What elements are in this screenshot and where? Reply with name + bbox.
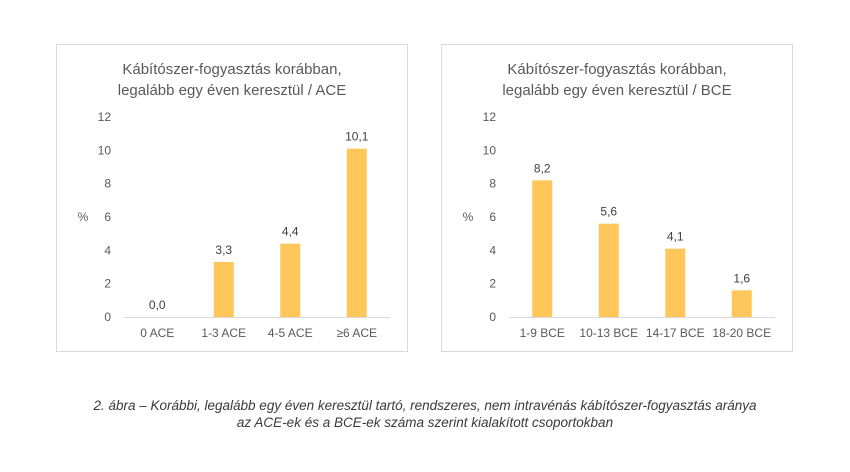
x-tick-label: 10-13 BCE [579,326,638,340]
bar [280,243,301,317]
data-label: 8,2 [534,161,551,175]
x-tick-label: 18-20 BCE [712,326,771,340]
x-tick-label: 14-17 BCE [646,326,705,340]
chart-title-line-2: legalább egy éven keresztül / ACE [117,82,347,99]
caption-line-1: 2. ábra – Korábbi, legalább egy éven ker… [93,398,757,413]
y-tick-label: 4 [489,243,496,257]
y-tick-label: 4 [104,243,111,257]
data-label: 4,4 [282,225,299,239]
chart-panel-bce: Kábítószer-fogyasztás korábban, legalább… [441,44,793,352]
y-tick-label: 6 [104,210,111,224]
bar-chart-ace: 0 2 4 6 8 10 12% 0,0 0 ACE 3,3 1-3 ACE 4,4 4-5 ACE 10… [78,110,390,340]
x-tick-label: ≥6 ACE [336,326,377,340]
bar [346,148,367,317]
y-tick-label: 0 [104,310,111,324]
y-tick-label: 8 [104,177,111,191]
data-label: 3,3 [215,243,232,257]
data-label: 0,0 [149,298,166,312]
x-tick-label: 4-5 ACE [268,326,313,340]
x-tick-label: 1-9 BCE [520,326,565,340]
bar [731,290,752,317]
bar [213,262,234,317]
chart-title: Kábítószer-fogyasztás korábban, legalább… [57,59,407,101]
y-tick-label: 8 [489,177,496,191]
chart-title-line-2: legalább egy éven keresztül / BCE [502,82,732,99]
chart-title-line-1: Kábítószer-fogyasztás korábban, [507,61,727,78]
x-tick-label: 0 ACE [140,326,174,340]
data-label: 5,6 [600,205,617,219]
bar [532,180,553,317]
y-tick-label: 10 [98,143,112,157]
bar [598,223,619,317]
caption-line-2: az ACE-ek és a BCE-ek száma szerint kial… [236,415,614,430]
data-label: 4,1 [667,230,684,244]
y-tick-label: 0 [489,310,496,324]
x-tick-label: 1-3 ACE [201,326,246,340]
data-label: 10,1 [345,130,369,144]
y-tick-label: 6 [489,210,496,224]
bar-chart-bce: 0 2 4 6 8 10 12% 8,2 1-9 BCE 5,6 10-13 BCE 4,1 14-17… [463,110,775,340]
data-label: 1,6 [733,271,750,285]
y-tick-label: 10 [483,143,497,157]
y-tick-label: 12 [483,110,497,124]
chart-panel-ace: Kábítószer-fogyasztás korábban, legalább… [56,44,408,352]
chart-title-line-1: Kábítószer-fogyasztás korábban, [122,61,342,78]
chart-title: Kábítószer-fogyasztás korábban, legalább… [442,59,792,101]
y-axis-label: % [78,210,89,224]
y-tick-label: 2 [104,277,111,291]
y-axis-label: % [463,210,474,224]
figure-caption: 2. ábra – Korábbi, legalább egy éven ker… [0,397,850,431]
y-tick-label: 2 [489,277,496,291]
bar [665,248,686,317]
y-tick-label: 12 [98,110,112,124]
